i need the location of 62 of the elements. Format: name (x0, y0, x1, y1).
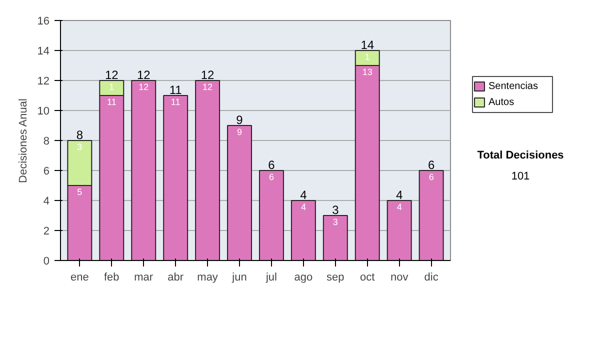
x-tick-label: may (197, 272, 218, 284)
y-tick-label: 8 (43, 136, 50, 148)
bar (418, 170, 444, 260)
total-label: 6 (428, 158, 435, 172)
total-label: 12 (104, 68, 119, 82)
y-tick-label: 14 (37, 46, 50, 58)
y-tick-label: 10 (37, 106, 50, 118)
data-label: 11 (170, 96, 180, 107)
data-label: 3 (77, 142, 82, 152)
data-label: 13 (362, 66, 372, 77)
legend-label: Sentencias (488, 81, 538, 92)
bar (227, 125, 252, 260)
y-axis-title: Decisiones Anual (17, 98, 30, 183)
text: 101 (511, 170, 530, 182)
y-tick-label: 0 (43, 256, 50, 268)
total-label: 6 (268, 158, 276, 172)
y-tick-label: 2 (43, 226, 50, 238)
total-label: 4 (300, 188, 308, 202)
legend-label: Autos (488, 97, 514, 108)
text: Total Decisiones (477, 150, 564, 162)
total-label: 11 (169, 83, 182, 97)
data-label: 5 (77, 186, 82, 197)
x-tick-label: ene (70, 272, 89, 284)
total-label: 4 (396, 188, 404, 202)
x-tick-label: ago (294, 272, 313, 284)
bar (195, 80, 220, 260)
data-label: 9 (237, 126, 242, 137)
y-tick-label: 16 (37, 16, 50, 28)
y-tick-label: 4 (43, 196, 50, 208)
data-label: 4 (396, 202, 402, 212)
data-label: 12 (138, 82, 149, 92)
x-tick-label: nov (390, 272, 409, 284)
data-label: 6 (428, 172, 434, 182)
x-tick-label: jun (231, 272, 247, 284)
total-label: 14 (360, 38, 374, 52)
bar (322, 215, 348, 260)
x-tick-label: dic (424, 272, 439, 284)
data-label: 4 (300, 202, 306, 212)
bar (258, 170, 284, 260)
total-label: 8 (76, 128, 84, 142)
bar (163, 95, 188, 260)
y-tick-label: 6 (43, 166, 50, 178)
x-tick-label: feb (104, 272, 120, 284)
data-label: 12 (202, 82, 213, 92)
total-label: 12 (200, 68, 215, 82)
x-tick-label: mar (134, 272, 154, 284)
data-label: 1 (109, 82, 114, 92)
bar (131, 80, 156, 260)
bar (386, 200, 412, 260)
x-tick-label: oct (360, 272, 375, 284)
x-tick-label: jul (264, 272, 277, 284)
x-tick-label: abr (168, 272, 184, 284)
x-tick-label: sep (326, 272, 344, 284)
y-tick-label: 12 (37, 76, 50, 88)
data-label: 1 (364, 52, 370, 62)
data-label: 11 (106, 96, 116, 107)
bar (290, 200, 316, 260)
total-label: 9 (236, 113, 244, 127)
total-label: 3 (332, 203, 340, 217)
data-label: 6 (268, 172, 274, 182)
total-label: 12 (136, 68, 151, 82)
data-label: 3 (332, 216, 338, 227)
